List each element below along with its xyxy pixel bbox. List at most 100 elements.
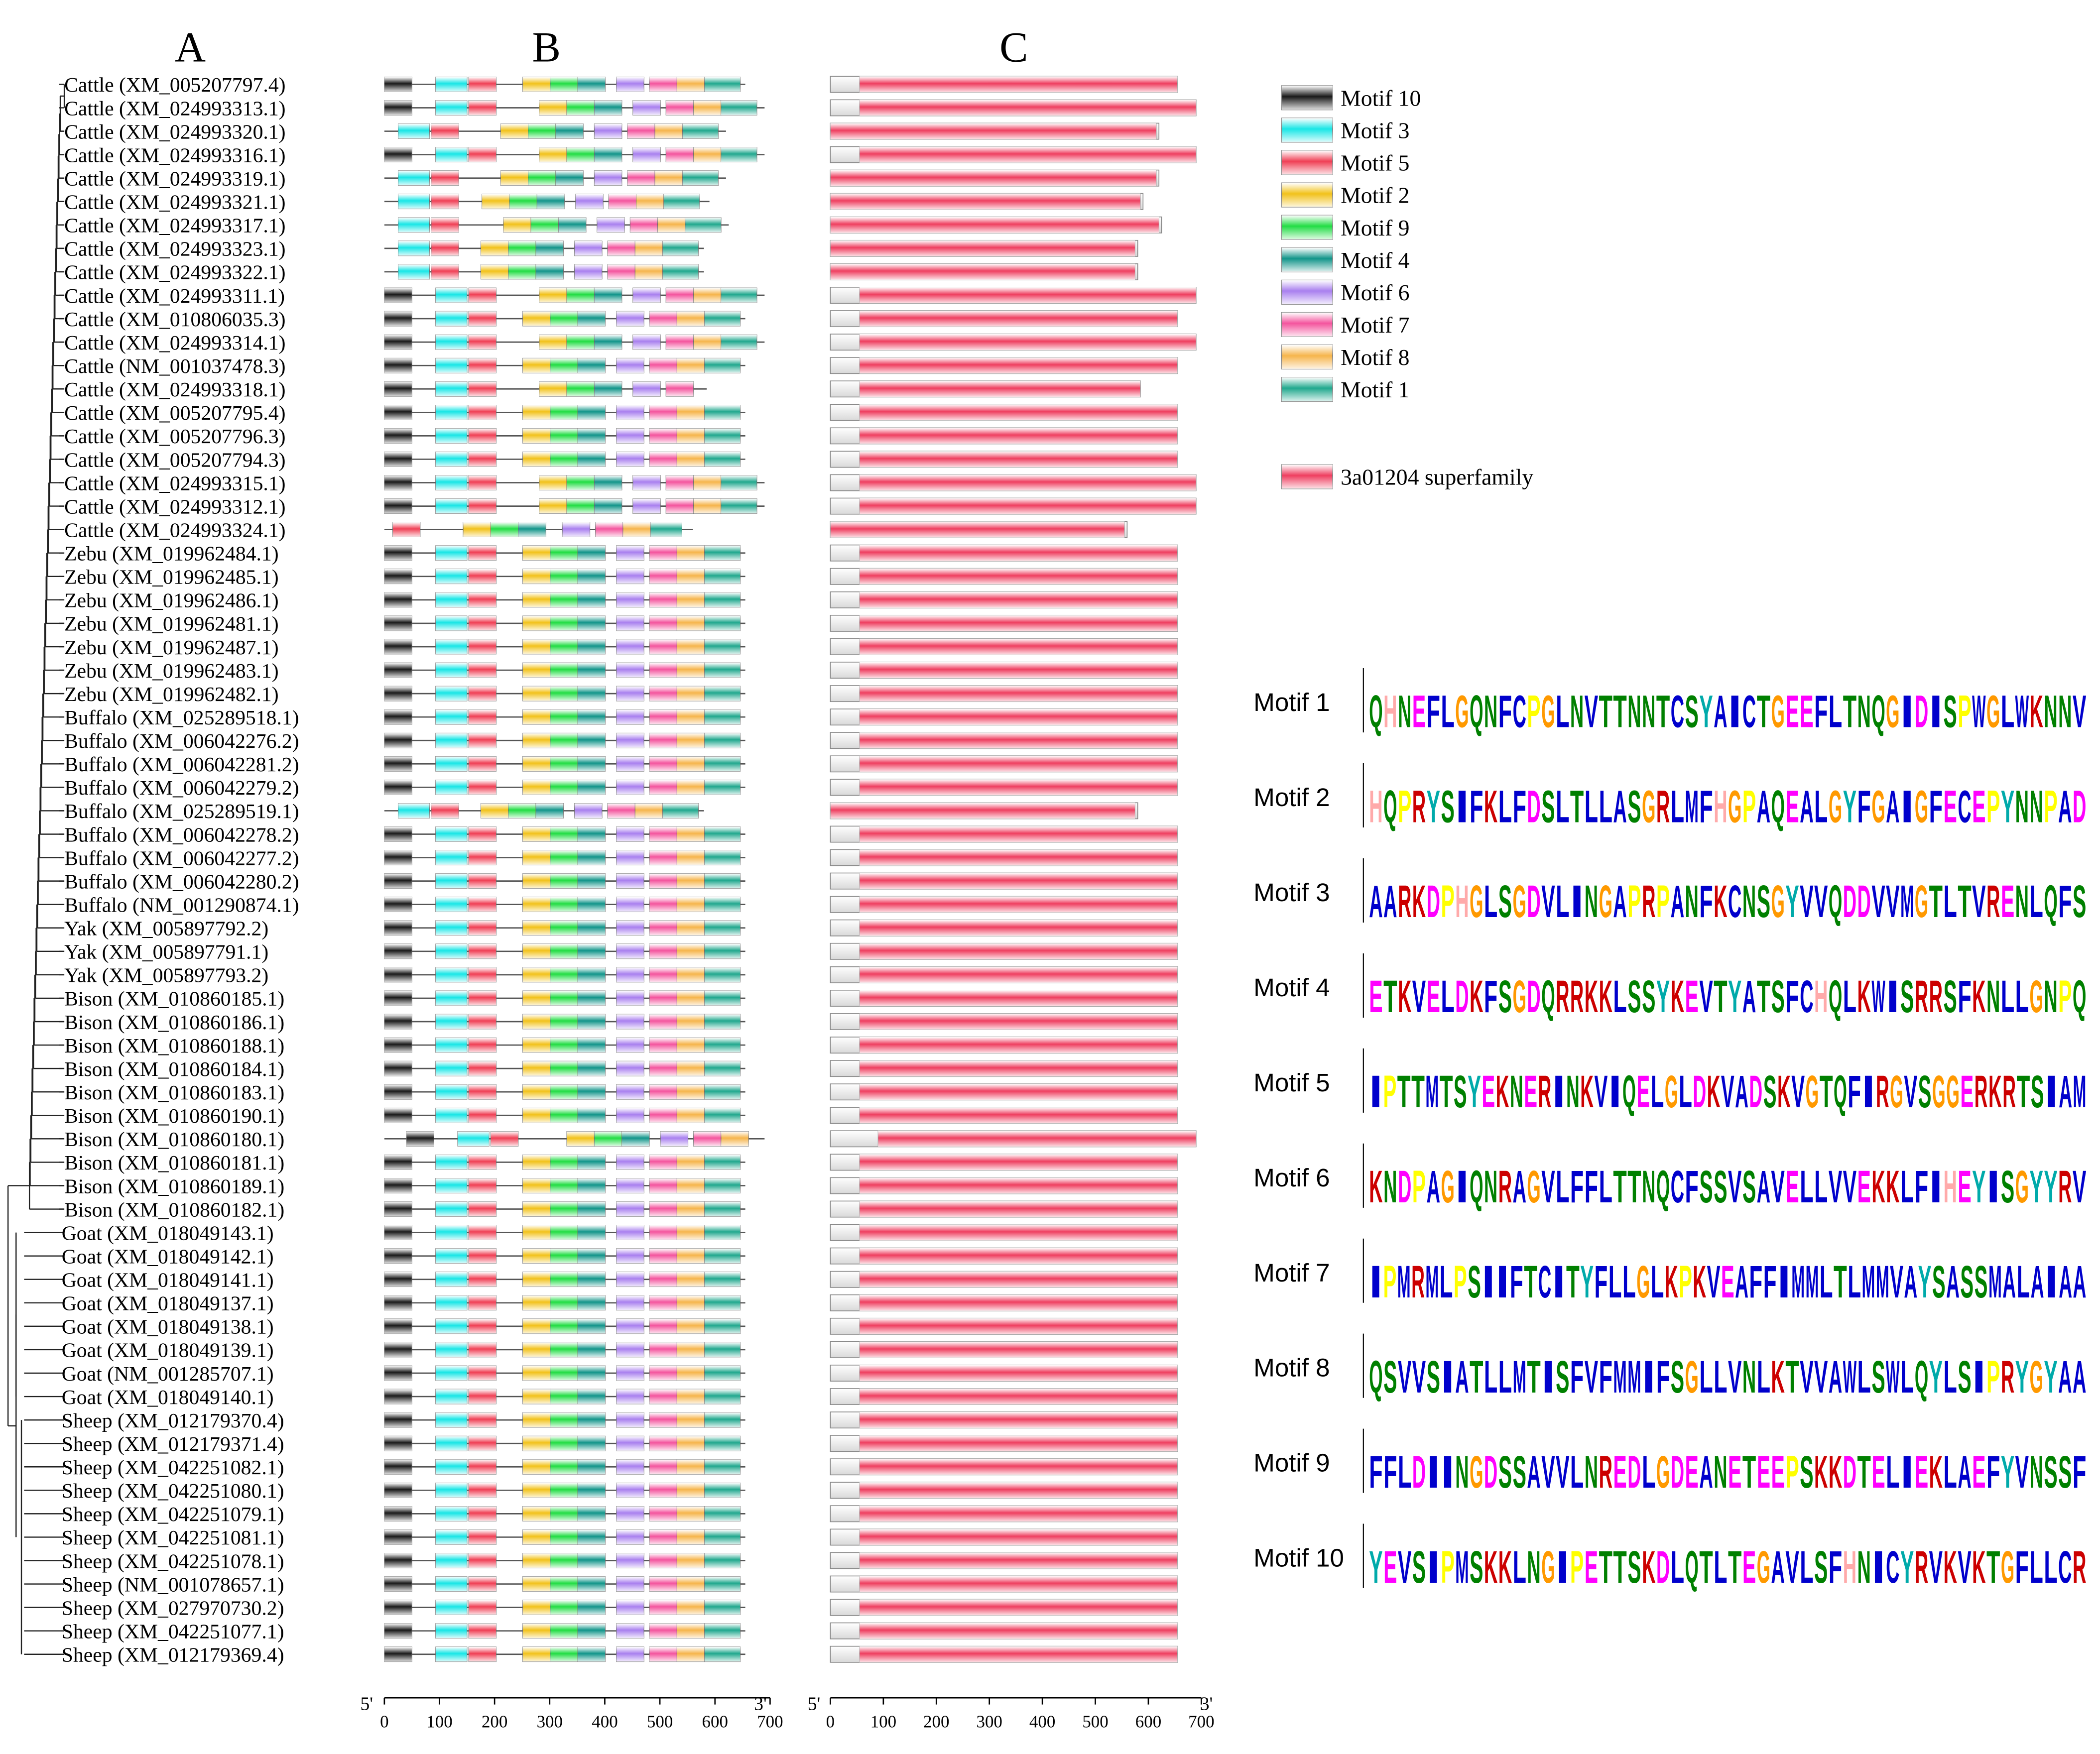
- logo-letter: V: [1721, 1066, 1734, 1117]
- motif-box-shine: [550, 311, 578, 326]
- motif-box-shine: [522, 1248, 550, 1264]
- species-label: Buffalo (XM_006042276.2): [64, 730, 299, 753]
- motif-box-shine: [578, 756, 606, 772]
- logo-letter: N: [1484, 686, 1497, 737]
- motif-box-shine: [677, 1201, 705, 1217]
- logo-letter: D: [1527, 971, 1540, 1022]
- motif-box-shine: [384, 850, 412, 865]
- motif-box-shine: [435, 1342, 467, 1357]
- motif-box-shine: [704, 756, 741, 772]
- motif-box-shine: [384, 545, 412, 561]
- logo-letter: L: [1498, 1352, 1512, 1403]
- motif-box-shine: [578, 311, 606, 326]
- logo-letter: G: [1470, 1447, 1483, 1498]
- logo-letter: E: [1960, 1066, 1974, 1117]
- logo-letter: G: [1771, 686, 1785, 737]
- motif-box-shine: [677, 850, 705, 865]
- axis-c-tick-label: 0: [826, 1712, 835, 1731]
- legend-swatch-shine: [1281, 215, 1333, 239]
- species-label: Goat (XM_018049143.1): [62, 1222, 274, 1245]
- logo-letter: V: [1398, 1352, 1411, 1403]
- motif-box-shine: [469, 1483, 496, 1498]
- axis-c-5prime: 5': [808, 1693, 821, 1714]
- legend-swatch-shine: [1281, 247, 1333, 272]
- logo-letter: T: [1599, 686, 1612, 737]
- logo-letter: R: [1876, 1066, 1889, 1117]
- logo-letter: N: [1570, 686, 1584, 737]
- logo-letter: T: [1470, 1352, 1483, 1403]
- motif-box-shine: [677, 1389, 705, 1404]
- motif-box-shine: [435, 709, 467, 724]
- logo-letter: S: [1468, 1257, 1481, 1307]
- motif-box-shine: [649, 1061, 677, 1076]
- logo-letter: I: [1608, 1066, 1622, 1117]
- logo-letter: A: [2058, 781, 2072, 832]
- logo-letter: G: [1946, 1066, 1960, 1117]
- motif-box-shine: [522, 1529, 550, 1545]
- logo-letter: I: [1900, 1447, 1914, 1498]
- logo-letter: W: [2015, 686, 2029, 737]
- logo-letter: I: [1541, 1352, 1555, 1403]
- logo-letter: K: [1988, 1066, 2002, 1117]
- motif-box-shine: [435, 1389, 467, 1404]
- logo-letter: K: [1412, 876, 1426, 927]
- logo-letter: A: [2073, 1352, 2086, 1403]
- logo-letter: N: [2029, 781, 2043, 832]
- axis-motif-panel: 5' 3' 0 100 200 300 400 500 600 700: [360, 1693, 783, 1731]
- axis-c-tick-label: 300: [976, 1712, 1002, 1731]
- domain-box-shine: [859, 615, 1178, 632]
- logo-letter: I: [1455, 781, 1469, 832]
- motif-box-shine: [435, 850, 467, 865]
- motif-box-shine: [431, 264, 459, 279]
- logo-letter: I: [1496, 1257, 1509, 1307]
- axis-c-tick-label: 600: [1135, 1712, 1161, 1731]
- motif-box-shine: [677, 405, 705, 420]
- axis-b-tick-label: 0: [380, 1712, 388, 1731]
- logo-letter: T: [1785, 1352, 1799, 1403]
- logo-letter: K: [1585, 971, 1598, 1022]
- logo-letter: I: [1427, 1447, 1440, 1498]
- logo-letter: M: [1876, 1257, 1889, 1307]
- logo-letter: F: [1570, 1162, 1584, 1212]
- motif-box-shine: [435, 1038, 467, 1052]
- logo-letter: H: [1455, 876, 1469, 927]
- logo-letter: S: [1498, 971, 1512, 1022]
- logo-motif-label: Motif 6: [1253, 1164, 1330, 1192]
- motif-box-shine: [677, 1225, 705, 1240]
- motif-box-shine: [469, 639, 496, 654]
- motif-box-shine: [616, 569, 644, 584]
- logo-letter: Y: [2015, 1352, 2029, 1403]
- logo-letter: N: [2029, 1447, 2043, 1498]
- motif-box-shine: [435, 686, 467, 701]
- domain-box-shine: [859, 943, 1178, 959]
- motif-box-shine: [704, 405, 741, 420]
- motif-box-shine: [469, 1272, 496, 1287]
- axis-c-tick-label: 100: [870, 1712, 896, 1731]
- motif-box-shine: [616, 428, 644, 444]
- motif-box-shine: [469, 1459, 496, 1475]
- motif-box-shine: [469, 288, 496, 303]
- logo-letter: E: [1757, 1447, 1770, 1498]
- logo-letter: I: [1929, 1162, 1943, 1212]
- motif-box-shine: [677, 1014, 705, 1029]
- motif-box-shine: [469, 592, 496, 607]
- logo-letter: S: [1498, 1447, 1512, 1498]
- motif-box-shine: [384, 1412, 412, 1427]
- logo-letter: F: [1848, 1066, 1861, 1117]
- motif-box-shine: [469, 358, 496, 373]
- logo-letter: P: [1398, 781, 1411, 832]
- logo-letter: K: [1777, 1066, 1791, 1117]
- logo-letter: T: [1440, 1066, 1453, 1117]
- logo-letter: L: [1613, 971, 1626, 1022]
- species-label: Bison (XM_010860181.1): [64, 1152, 284, 1174]
- motif-box-shine: [522, 1272, 550, 1287]
- domain-box-shine: [859, 1177, 1178, 1194]
- logo-letter: F: [1986, 1447, 2000, 1498]
- motif-box-shine: [469, 920, 496, 935]
- domain-box-shine: [859, 1248, 1178, 1264]
- domain-box-shine: [859, 990, 1178, 1007]
- motif-box-shine: [384, 1529, 412, 1545]
- logo-letter: G: [1986, 686, 2000, 737]
- motif-box-shine: [616, 1459, 644, 1475]
- logo-letter: E: [1482, 1066, 1495, 1117]
